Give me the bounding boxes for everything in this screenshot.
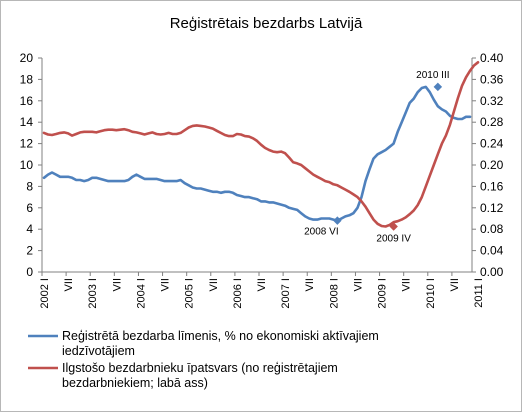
x-tick-label: VII [160, 278, 172, 291]
x-tick-label: 2009 I [377, 278, 389, 309]
annotation-label: 2010 III [416, 70, 449, 81]
y-left-tick-label: 12 [20, 137, 34, 151]
x-tick-label: VII [208, 278, 220, 291]
chart-title: Reģistrētais bezdarbs Latvijā [170, 15, 363, 32]
y-left-tick-label: 8 [26, 179, 33, 193]
annotation-marker [433, 82, 443, 92]
y-left-tick-label: 14 [20, 115, 34, 129]
x-tick-label: VII [449, 278, 461, 291]
x-tick-label: 2002 I [39, 278, 51, 309]
y-left-tick-label: 6 [26, 201, 33, 215]
y-left-tick-label: 16 [20, 94, 34, 108]
x-tick-label: 2007 I [280, 278, 292, 309]
y-right-tick-label: 0.24 [480, 137, 504, 151]
x-tick-label: 2011 I [473, 278, 485, 308]
annotation-label: 2009 IV [376, 234, 411, 245]
annotation-marker [389, 222, 398, 231]
y-left-tick-label: 18 [20, 72, 34, 86]
y-right-tick-label: 0.12 [480, 201, 504, 215]
y-right-tick-label: 0.20 [480, 158, 504, 172]
x-tick-label: VII [304, 278, 316, 291]
plot-lines [42, 60, 480, 228]
legend-label-2: Ilgstošo bezdarbnieku īpatsvars (no reģi… [62, 361, 338, 390]
series-line-1 [42, 85, 472, 222]
legend: Reģistrētā bezdarba līmenis, % no ekonom… [28, 329, 379, 390]
y-right-tick-label: 0.00 [480, 265, 504, 279]
y-left-tick-label: 20 [20, 51, 34, 65]
x-tick-label: 2010 I [425, 278, 437, 309]
x-tick-label: VII [256, 278, 268, 291]
x-tick-label: VII [63, 278, 75, 291]
y-right-tick-label: 0.28 [480, 115, 504, 129]
annotations: 2008 VI 2010 III 2009 IV [304, 70, 449, 245]
y-left-tick-label: 0 [26, 265, 33, 279]
axes: 0 2 4 6 8 10 12 14 16 18 20 0.00 0.04 0.08 0.12 0.16 0.2… [20, 51, 504, 309]
y-left-tick-label: 4 [26, 222, 33, 236]
y-right-tick-label: 0.32 [480, 94, 504, 108]
x-tick-label: 2005 I [184, 278, 196, 309]
x-tick-label: 2008 I [328, 278, 340, 309]
y-right-tick-label: 0.04 [480, 244, 504, 258]
x-tick-label: 2006 I [232, 278, 244, 309]
x-tick-label: VII [352, 278, 364, 291]
x-tick-label: VII [111, 278, 123, 291]
legend-label-1: Reģistrētā bezdarba līmenis, % no ekonom… [62, 329, 379, 358]
annotation-label: 2008 VI [304, 227, 338, 238]
x-tick-label: VII [401, 278, 413, 291]
y-left-tick-label: 10 [20, 158, 34, 172]
series-line-2 [42, 60, 480, 228]
annotation-marker [333, 216, 342, 225]
y-right-tick-label: 0.08 [480, 222, 504, 236]
x-tick-label: 2003 I [87, 278, 99, 309]
y-right-tick-label: 0.16 [480, 179, 504, 193]
y-right-tick-label: 0.40 [480, 51, 504, 65]
y-right-tick-label: 0.36 [480, 72, 504, 86]
y-left-tick-label: 2 [26, 244, 33, 258]
x-tick-label: 2004 I [135, 278, 147, 309]
